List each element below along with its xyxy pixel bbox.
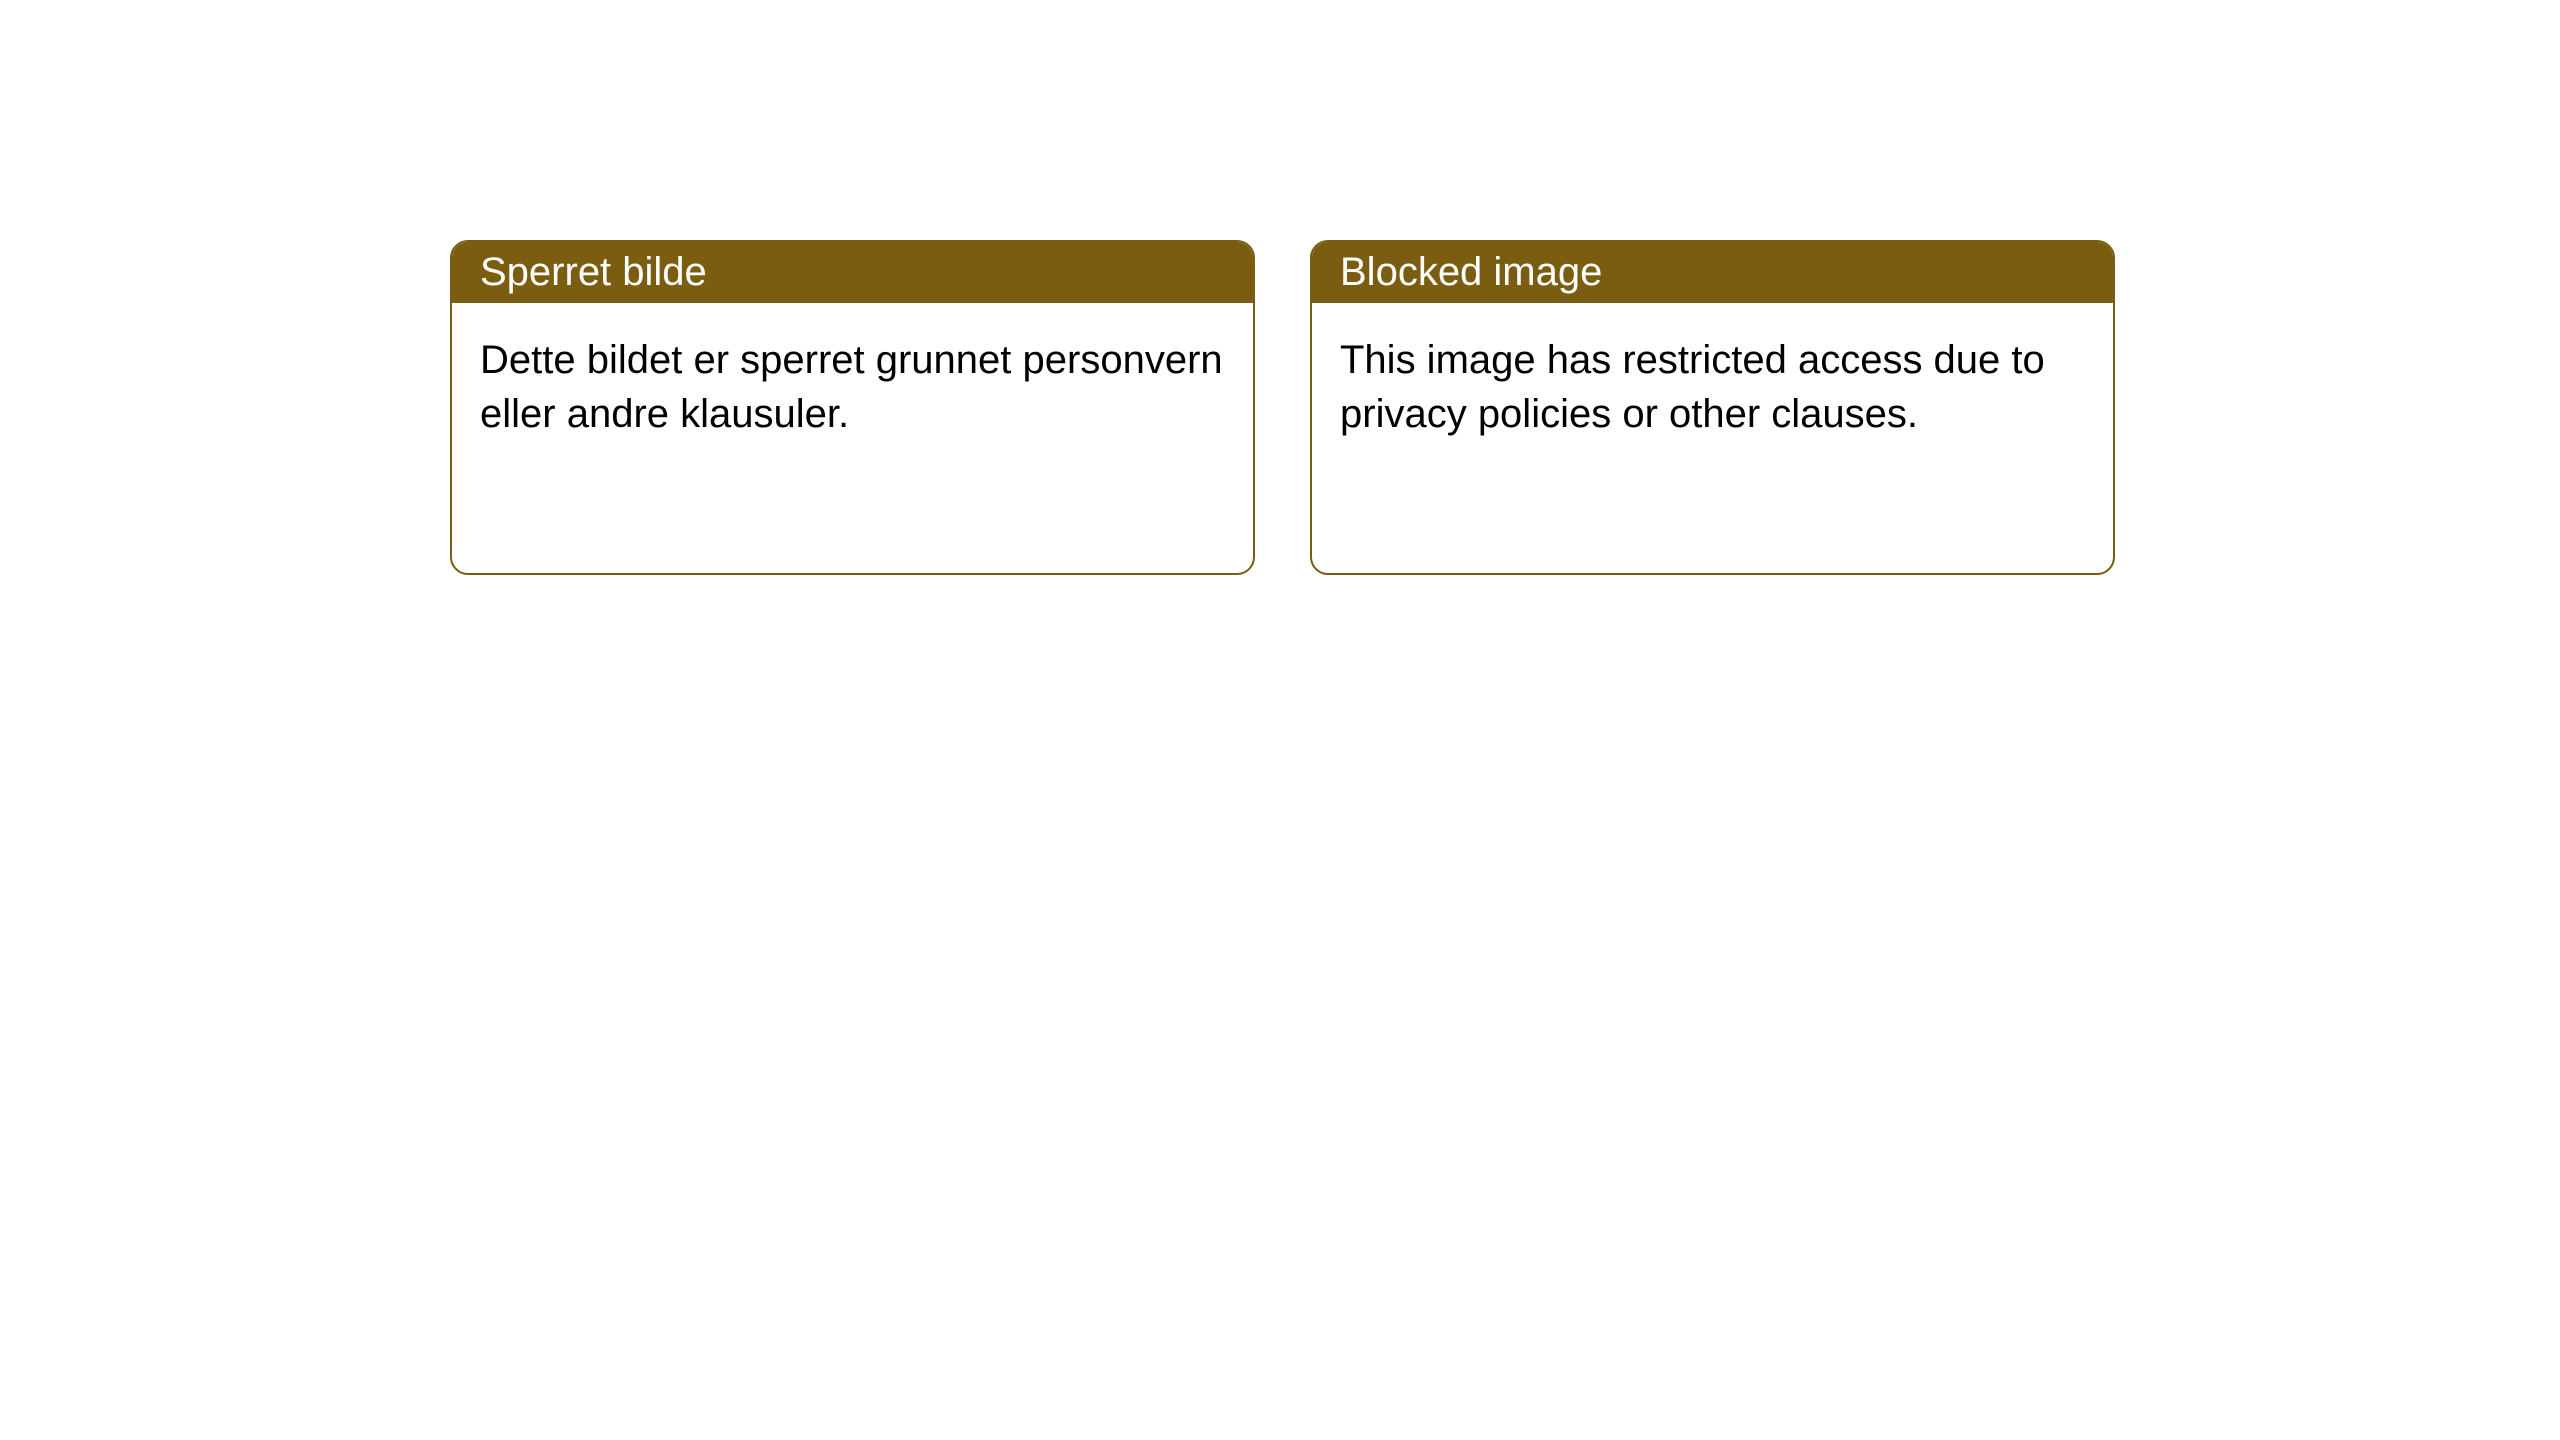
- notice-body: This image has restricted access due to …: [1312, 303, 2113, 471]
- notice-title: Sperret bilde: [480, 250, 707, 294]
- notice-header: Blocked image: [1312, 242, 2113, 303]
- notice-box-norwegian: Sperret bilde Dette bildet er sperret gr…: [450, 240, 1255, 575]
- notice-container: Sperret bilde Dette bildet er sperret gr…: [0, 0, 2560, 575]
- notice-message: This image has restricted access due to …: [1340, 338, 2045, 436]
- notice-box-english: Blocked image This image has restricted …: [1310, 240, 2115, 575]
- notice-header: Sperret bilde: [452, 242, 1253, 303]
- notice-message: Dette bildet er sperret grunnet personve…: [480, 338, 1223, 436]
- notice-body: Dette bildet er sperret grunnet personve…: [452, 303, 1253, 471]
- notice-title: Blocked image: [1340, 250, 1602, 294]
